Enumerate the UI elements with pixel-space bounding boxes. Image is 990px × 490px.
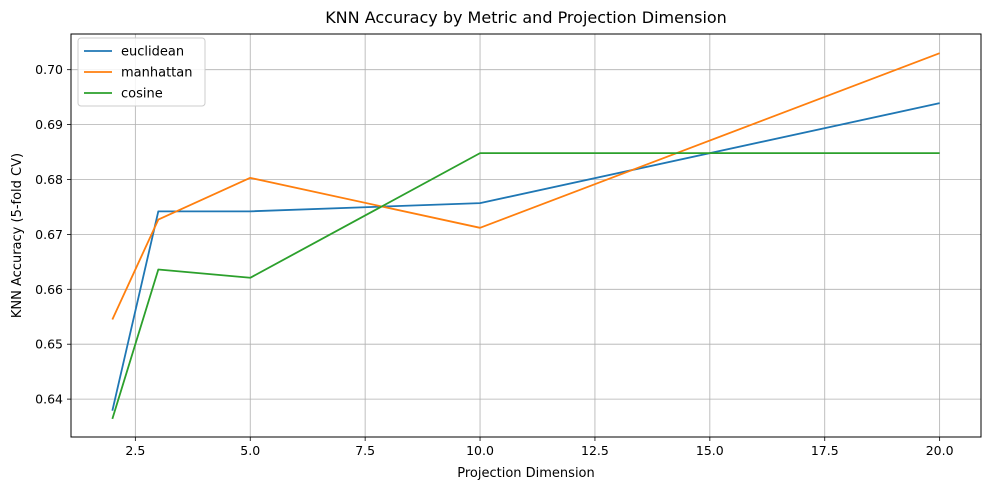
legend-box: [77, 37, 206, 107]
x-tick-label: 12.5: [581, 443, 609, 458]
x-tick-label: 10.0: [466, 443, 494, 458]
y-tick-label: 0.69: [35, 117, 63, 132]
legend-label-manhattan: manhattan: [121, 66, 192, 81]
x-tick-label: 20.0: [926, 443, 954, 458]
y-axis-label: KNN Accuracy (5-fold CV): [10, 153, 25, 318]
y-tick-label: 0.68: [35, 172, 63, 187]
y-tick-label: 0.70: [35, 62, 63, 77]
x-tick-label: 2.5: [125, 443, 145, 458]
legend-label-cosine: cosine: [121, 87, 163, 102]
x-tick-label: 17.5: [811, 443, 839, 458]
series-line-euclidean: [111, 102, 940, 411]
x-tick-label: 7.5: [355, 443, 375, 458]
y-tick-label: 0.67: [35, 227, 63, 242]
y-tick-label: 0.66: [35, 282, 63, 297]
y-axis: 0.64 0.65 0.66 0.67 0.68 0.69 0.70: [35, 62, 71, 407]
chart-title: KNN Accuracy by Metric and Projection Di…: [325, 8, 727, 27]
plot-frame: [70, 33, 982, 438]
legend-label-euclidean: euclidean: [121, 45, 184, 60]
x-tick-label: 15.0: [696, 443, 724, 458]
x-axis-label: Projection Dimension: [457, 466, 595, 481]
x-axis: 2.5 5.0 7.5 10.0 12.5 15.0 17.5 20.0: [125, 437, 954, 458]
x-tick-label: 5.0: [240, 443, 260, 458]
series-lines: [111, 52, 940, 420]
grid: [71, 34, 981, 437]
y-tick-label: 0.64: [35, 392, 63, 407]
series-line-cosine: [111, 152, 940, 420]
legend: euclidean manhattan cosine: [77, 37, 206, 107]
series-line-manhattan: [111, 52, 940, 320]
y-tick-label: 0.65: [35, 337, 63, 352]
